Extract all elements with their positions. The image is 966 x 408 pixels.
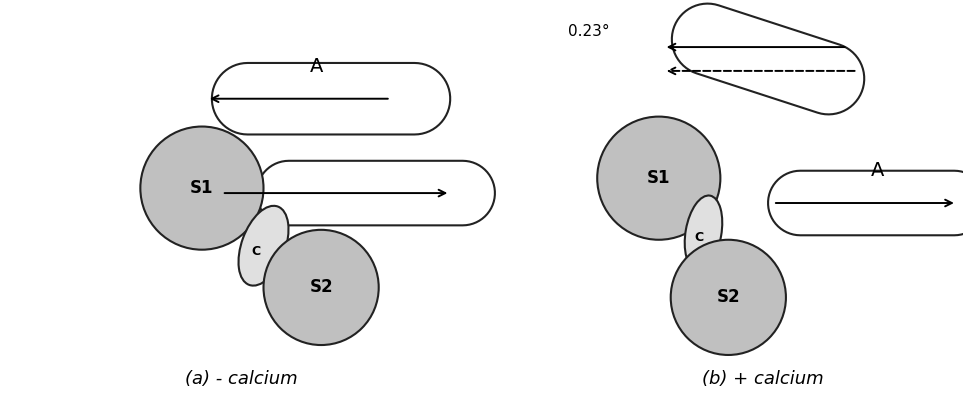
Text: S1: S1 — [647, 169, 670, 187]
Text: S2: S2 — [309, 278, 333, 297]
Text: (a) - calcium: (a) - calcium — [185, 370, 298, 388]
Circle shape — [140, 126, 264, 250]
Circle shape — [670, 240, 786, 355]
Text: 0.23°: 0.23° — [568, 24, 611, 39]
Polygon shape — [768, 171, 966, 235]
Text: C: C — [694, 231, 703, 244]
Text: A: A — [870, 161, 884, 180]
Ellipse shape — [685, 195, 723, 270]
Text: A: A — [309, 58, 323, 76]
Circle shape — [264, 230, 379, 345]
Circle shape — [597, 117, 721, 240]
Polygon shape — [212, 63, 450, 135]
Text: S2: S2 — [717, 288, 740, 306]
Polygon shape — [257, 161, 495, 225]
Text: C: C — [251, 245, 260, 258]
Text: S1: S1 — [190, 179, 213, 197]
Ellipse shape — [239, 206, 289, 286]
Text: (b) + calcium: (b) + calcium — [702, 370, 824, 388]
Polygon shape — [672, 4, 865, 114]
